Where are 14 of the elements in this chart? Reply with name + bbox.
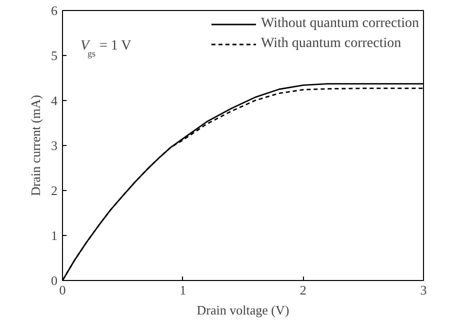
y-tick-label: 3 <box>51 138 58 153</box>
x-tick-label: 1 <box>180 282 186 298</box>
x-tick-label: 2 <box>300 282 306 298</box>
y-tick-label: 0 <box>51 273 58 288</box>
x-axis-title: Drain voltage (V) <box>196 302 290 318</box>
y-tick-label: 2 <box>51 183 58 198</box>
y-tick-label: 6 <box>51 3 58 18</box>
y-axis-title: Drain current (mA) <box>28 94 43 196</box>
legend-label: Without quantum correction <box>260 16 419 32</box>
x-tick-label: 3 <box>420 282 427 298</box>
legend-label: With quantum correction <box>260 36 402 52</box>
y-tick-label: 5 <box>51 48 58 63</box>
y-tick-label: 4 <box>51 93 58 108</box>
y-tick-label: 1 <box>51 228 58 243</box>
